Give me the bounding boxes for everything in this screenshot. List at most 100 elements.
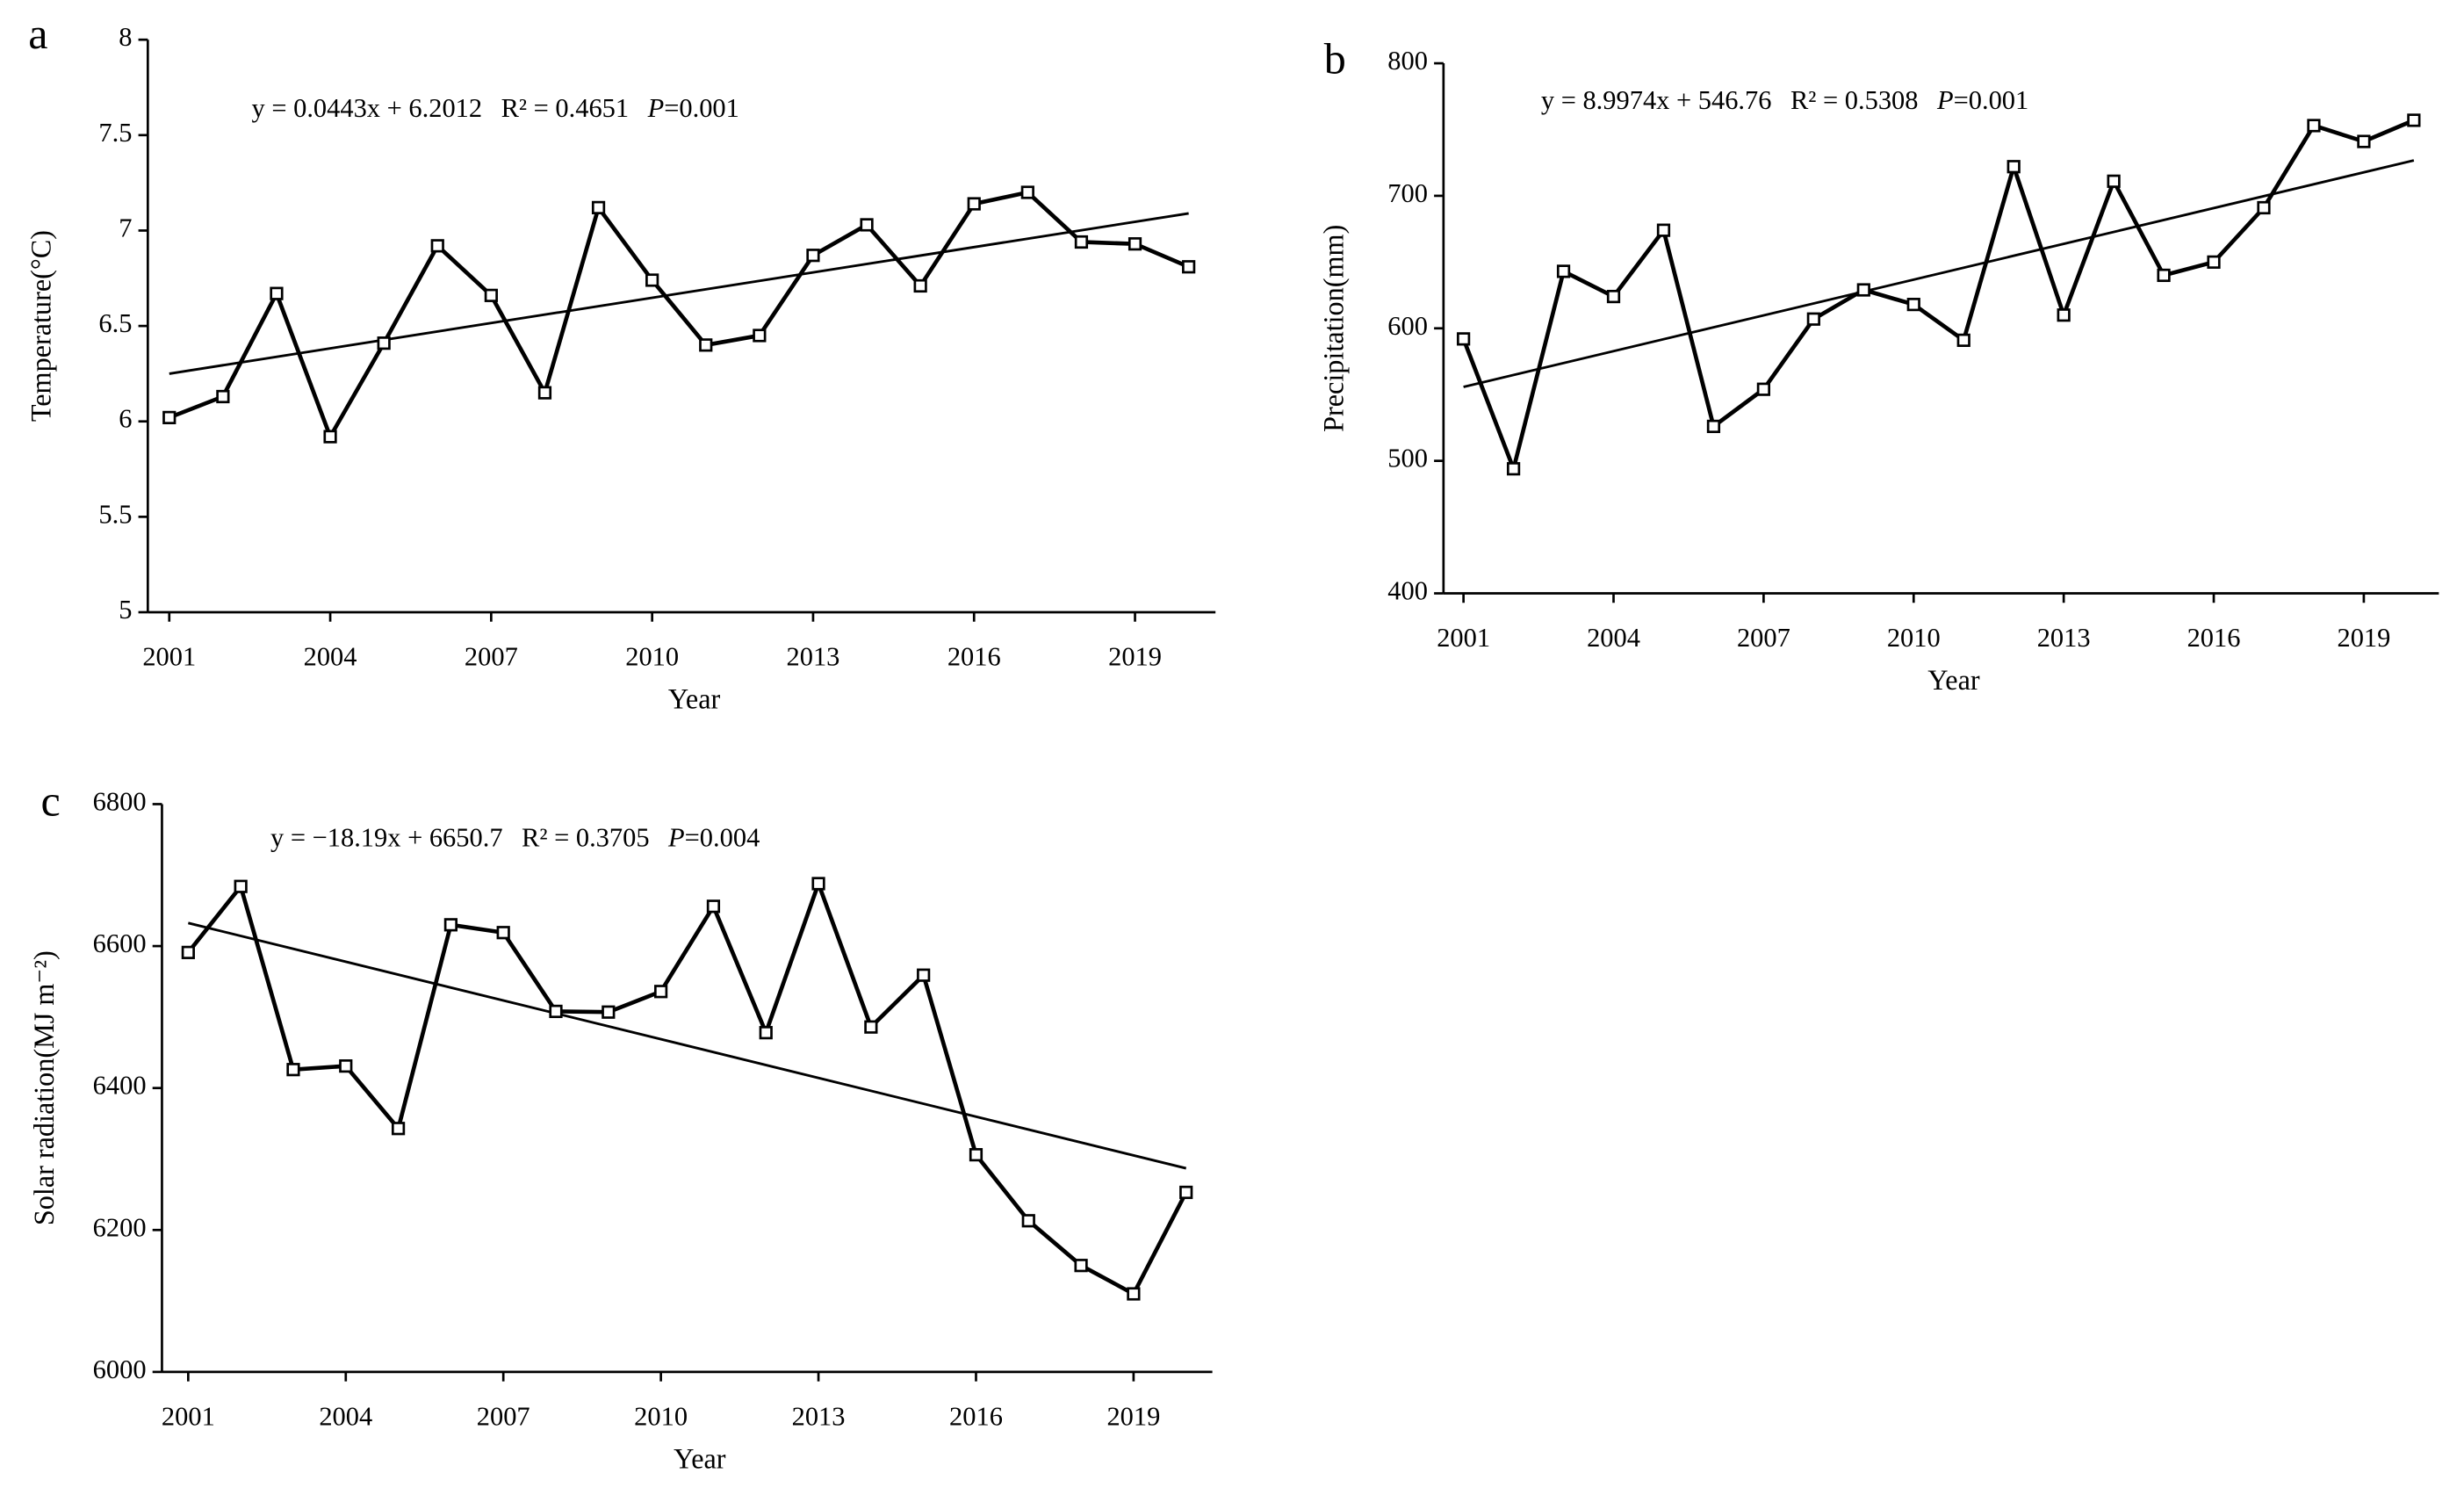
data-point [181, 945, 195, 959]
data-point [1606, 289, 1621, 304]
panel-label: b [1324, 34, 1346, 83]
data-point [2207, 255, 2221, 269]
x-tick-label: 2019 [2337, 623, 2390, 653]
equation-r2: R² = 0.5308 [1790, 85, 1919, 115]
data-point [2257, 200, 2271, 215]
data-point [234, 879, 248, 893]
x-tick-label: 2001 [1437, 623, 1490, 653]
y-tick-label: 6 [119, 404, 132, 434]
y-tick-label: 700 [1387, 178, 1428, 208]
y-axis-title: Precipitation(mm) [1317, 225, 1349, 432]
y-tick-label: 6200 [93, 1212, 147, 1242]
y-tick-label: 5 [119, 595, 132, 625]
data-point [917, 968, 931, 982]
x-tick-label: 2010 [1887, 623, 1941, 653]
data-point [806, 249, 820, 263]
data-point [654, 985, 668, 999]
y-tick-label: 6.5 [98, 308, 132, 338]
equation-p-label: P [647, 93, 665, 123]
data-point [549, 1004, 563, 1019]
data-point [1182, 260, 1196, 274]
y-tick-label: 5.5 [98, 499, 132, 529]
y-tick-label: 7 [119, 213, 132, 242]
equation-r2: R² = 0.3705 [522, 823, 650, 853]
x-tick-label: 2007 [1737, 623, 1790, 653]
x-tick-label: 2016 [2187, 623, 2241, 653]
equation-p-value: =0.001 [1954, 85, 2029, 115]
data-point [430, 239, 444, 253]
data-point [1906, 298, 1920, 312]
x-tick-label: 2013 [792, 1402, 846, 1432]
data-point [864, 1020, 878, 1034]
data-point [1706, 419, 1721, 434]
x-tick-label: 2013 [787, 642, 840, 672]
y-tick-label: 6400 [93, 1071, 147, 1101]
data-point [1506, 462, 1521, 476]
data-point [699, 338, 713, 352]
data-point [1021, 1214, 1035, 1228]
equation: y = 0.0443x + 6.2012 R² = 0.4651 P=0.001 [252, 93, 739, 123]
data-point [1127, 1287, 1141, 1301]
data-point [1457, 332, 1471, 346]
equation-p-label: P [667, 823, 685, 853]
data-line [186, 878, 1188, 1297]
data-point [1556, 264, 1571, 278]
y-tick-label: 600 [1387, 311, 1428, 341]
data-point [162, 410, 177, 424]
data-line [1461, 118, 2415, 476]
y-tick-label: 500 [1387, 444, 1428, 473]
x-tick-label: 2007 [477, 1402, 530, 1432]
equation-formula: y = 0.0443x + 6.2012 [252, 93, 483, 123]
data-point [913, 278, 927, 293]
data-point [706, 899, 721, 914]
data-point [969, 1148, 983, 1162]
x-tick-label: 2019 [1108, 642, 1162, 672]
y-tick-label: 800 [1387, 46, 1428, 76]
y-tick-label: 6600 [93, 928, 147, 958]
data-point [377, 336, 391, 350]
equation: y = 8.9974x + 546.76 R² = 0.5308 P=0.001 [1541, 85, 2028, 115]
data-point [1856, 283, 1870, 297]
data-point [484, 288, 498, 302]
x-tick-label: 2004 [304, 642, 357, 672]
data-point [537, 386, 552, 400]
x-tick-label: 2016 [947, 642, 1001, 672]
data-point [1756, 382, 1771, 396]
x-tick-label: 2004 [319, 1402, 372, 1432]
x-axis-title: Year [674, 1442, 726, 1474]
data-point [753, 329, 767, 343]
x-tick-label: 2007 [465, 642, 518, 672]
data-line [168, 190, 1190, 442]
trend-line [1463, 159, 2415, 388]
data-point [1074, 235, 1089, 249]
data-point [216, 389, 230, 404]
x-tick-label: 2010 [634, 1402, 688, 1432]
x-tick-label: 2010 [625, 642, 679, 672]
data-point [496, 926, 510, 940]
x-tick-label: 2001 [142, 642, 196, 672]
y-tick-label: 400 [1387, 575, 1428, 605]
panel-label: a [28, 9, 47, 58]
data-point [2157, 268, 2171, 283]
data-point [1806, 312, 1820, 326]
y-tick-label: 6000 [93, 1354, 147, 1384]
y-axis-title: Temperature(°C) [25, 230, 57, 422]
data-point [860, 218, 874, 232]
x-tick-label: 2016 [949, 1402, 1003, 1432]
data-point [1179, 1185, 1193, 1200]
data-point [339, 1059, 353, 1073]
equation-p-label: P [1936, 85, 1954, 115]
x-tick-label: 2004 [1587, 623, 1640, 653]
x-axis-title: Year [668, 682, 721, 714]
data-point [2007, 160, 2021, 174]
data-point [1656, 223, 1671, 237]
data-point [2307, 119, 2321, 133]
equation-formula: y = 8.9974x + 546.76 [1541, 85, 1772, 115]
data-point [391, 1122, 406, 1136]
data-point [1128, 237, 1142, 251]
equation-p-value: =0.004 [685, 823, 760, 853]
x-tick-label: 2013 [2037, 623, 2091, 653]
equation-r2: R² = 0.4651 [501, 93, 630, 123]
x-tick-label: 2001 [162, 1402, 215, 1432]
